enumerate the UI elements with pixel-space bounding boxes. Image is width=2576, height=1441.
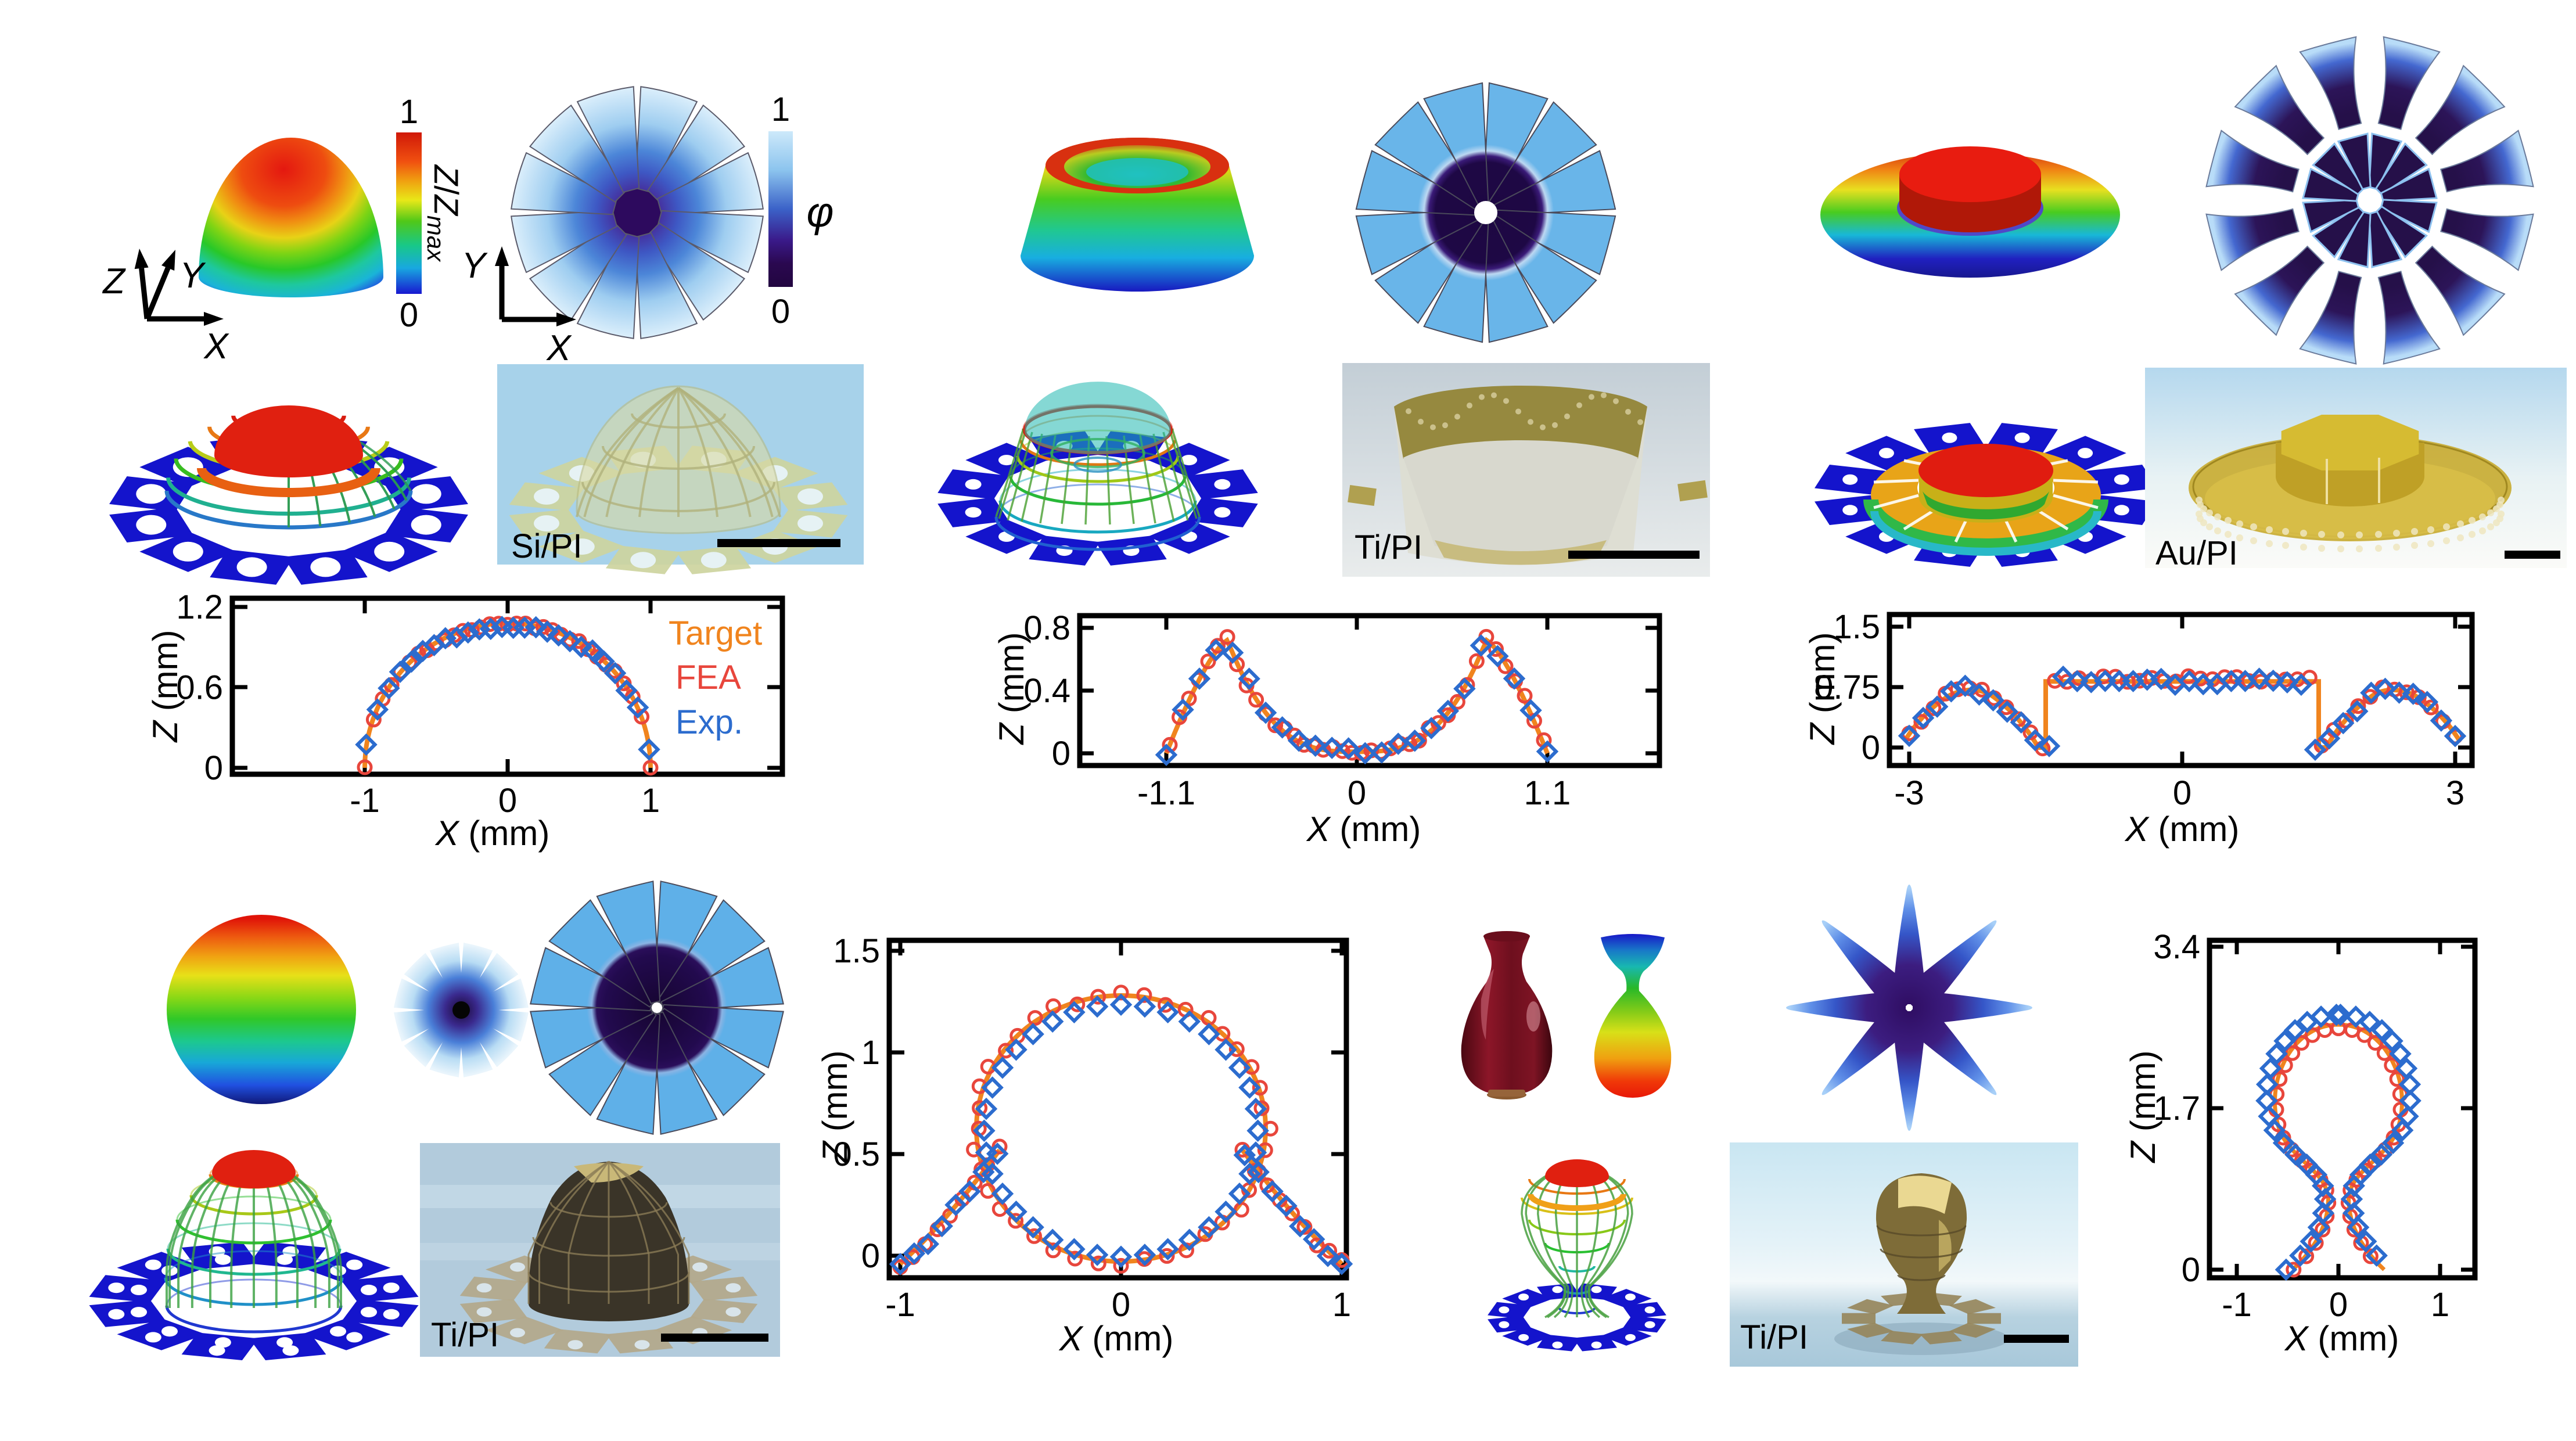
svg-text:Ti/PI: Ti/PI xyxy=(1355,529,1422,566)
svg-text:0: 0 xyxy=(2173,774,2191,812)
svg-text:0.8: 0.8 xyxy=(1023,609,1070,647)
svg-text:-1: -1 xyxy=(350,782,380,820)
svg-text:Ti/PI: Ti/PI xyxy=(431,1316,499,1354)
svg-text:0: 0 xyxy=(204,749,223,787)
svg-text:1: 1 xyxy=(1332,1286,1351,1324)
svg-text:0.5: 0.5 xyxy=(833,1135,880,1173)
svg-text:Z (mm): Z (mm) xyxy=(2124,1050,2162,1163)
svg-text:1: 1 xyxy=(400,93,418,131)
svg-text:0: 0 xyxy=(1348,774,1366,812)
svg-text:Si/PI: Si/PI xyxy=(511,527,583,565)
svg-text:Z (mm): Z (mm) xyxy=(992,632,1031,745)
svg-text:Au/PI: Au/PI xyxy=(2155,534,2238,572)
svg-text:X: X xyxy=(203,326,229,366)
svg-text:-1: -1 xyxy=(885,1286,915,1324)
svg-text:0.75: 0.75 xyxy=(1815,669,1880,706)
svg-text:φ: φ xyxy=(807,189,834,236)
svg-text:Y: Y xyxy=(179,256,206,296)
svg-text:1: 1 xyxy=(641,782,660,820)
svg-text:X (mm): X (mm) xyxy=(1306,810,1421,849)
svg-text:0: 0 xyxy=(1862,729,1880,767)
svg-text:Z: Z xyxy=(102,261,126,301)
svg-text:X (mm): X (mm) xyxy=(1058,1319,1174,1358)
svg-text:1.5: 1.5 xyxy=(1833,608,1880,646)
svg-text:0: 0 xyxy=(498,782,517,820)
svg-text:1.2: 1.2 xyxy=(176,588,223,626)
svg-text:1.1: 1.1 xyxy=(1524,774,1571,812)
svg-text:0: 0 xyxy=(771,293,790,330)
svg-text:3: 3 xyxy=(2446,774,2464,812)
svg-text:0: 0 xyxy=(2329,1286,2348,1324)
svg-text:0: 0 xyxy=(861,1237,880,1275)
svg-text:Z/Zmax: Z/Zmax xyxy=(422,164,465,263)
svg-text:Y: Y xyxy=(462,246,488,286)
svg-text:Exp.: Exp. xyxy=(676,703,743,741)
svg-text:0: 0 xyxy=(1112,1286,1130,1324)
svg-text:3.4: 3.4 xyxy=(2153,928,2200,966)
svg-text:1.7: 1.7 xyxy=(2153,1090,2200,1127)
svg-text:Ti/PI: Ti/PI xyxy=(1740,1318,1808,1356)
svg-text:1: 1 xyxy=(2431,1286,2449,1324)
svg-text:1.5: 1.5 xyxy=(833,932,880,970)
svg-text:Z (mm): Z (mm) xyxy=(815,1050,854,1163)
svg-text:Z (mm): Z (mm) xyxy=(146,630,185,743)
svg-text:1: 1 xyxy=(771,91,790,128)
svg-text:FEA: FEA xyxy=(676,659,741,696)
svg-text:0: 0 xyxy=(2182,1251,2200,1289)
svg-text:X (mm): X (mm) xyxy=(2284,1319,2399,1358)
svg-text:X (mm): X (mm) xyxy=(434,814,550,853)
svg-text:X (mm): X (mm) xyxy=(2124,810,2240,849)
svg-text:X: X xyxy=(545,328,572,368)
svg-text:Z (mm): Z (mm) xyxy=(1803,632,1842,745)
svg-text:0: 0 xyxy=(1052,735,1070,772)
svg-text:0.4: 0.4 xyxy=(1023,672,1070,710)
svg-text:0: 0 xyxy=(400,296,418,334)
svg-text:Target: Target xyxy=(669,615,762,652)
svg-text:-1.1: -1.1 xyxy=(1137,774,1195,812)
svg-text:0.6: 0.6 xyxy=(176,669,223,706)
svg-text:-1: -1 xyxy=(2222,1286,2252,1324)
svg-text:-3: -3 xyxy=(1894,774,1924,812)
svg-text:1: 1 xyxy=(861,1034,880,1072)
